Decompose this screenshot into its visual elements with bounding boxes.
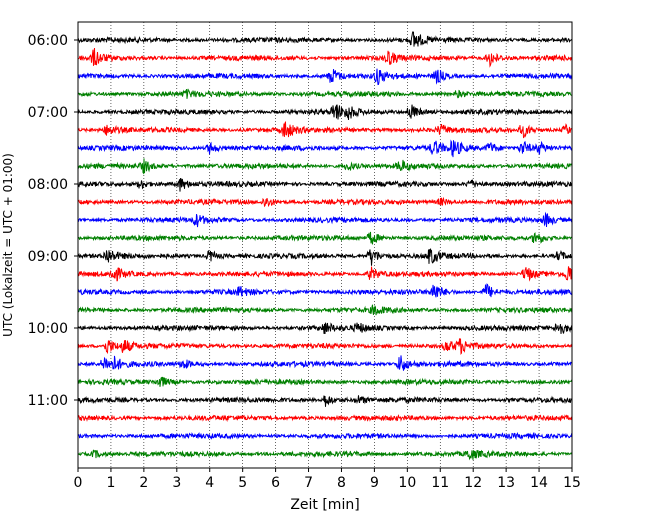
x-tick-label-10: 10 xyxy=(398,475,416,491)
trace-0815 xyxy=(77,196,573,208)
trace-1145 xyxy=(77,449,573,461)
trace-0745 xyxy=(77,158,573,175)
trace-0830 xyxy=(77,211,573,228)
trace-0615 xyxy=(77,47,573,68)
x-tick-label-1: 1 xyxy=(106,475,115,491)
y-axis: 06:00 07:00 08:00 09:00 10:00 11:00 xyxy=(28,33,78,409)
trace-1045 xyxy=(77,376,573,387)
y-tick-label-0: 06:00 xyxy=(28,33,68,49)
trace-1130 xyxy=(77,431,573,441)
y-tick-label-5: 11:00 xyxy=(28,393,68,409)
x-tick-label-14: 14 xyxy=(530,475,548,491)
trace-1000 xyxy=(77,322,573,335)
trace-0930 xyxy=(77,283,573,298)
trace-0700 xyxy=(77,104,573,120)
trace-0600 xyxy=(77,30,573,47)
x-tick-label-7: 7 xyxy=(304,475,313,491)
x-tick-label-13: 13 xyxy=(497,475,515,491)
trace-0845 xyxy=(77,231,573,245)
x-tick-label-15: 15 xyxy=(563,475,581,491)
trace-0730 xyxy=(77,139,573,158)
x-tick-label-9: 9 xyxy=(370,475,379,491)
x-tick-label-8: 8 xyxy=(337,475,346,491)
trace-1115 xyxy=(77,414,573,423)
x-tick-label-5: 5 xyxy=(238,475,247,491)
grid-lines xyxy=(110,22,540,468)
x-tick-label-0: 0 xyxy=(74,475,83,491)
trace-0645 xyxy=(77,88,573,99)
trace-0800 xyxy=(77,177,573,192)
y-tick-label-1: 07:00 xyxy=(28,105,68,121)
x-tick-label-4: 4 xyxy=(205,475,214,491)
trace-0900 xyxy=(77,248,573,266)
x-tick-label-2: 2 xyxy=(139,475,148,491)
y-tick-label-4: 10:00 xyxy=(28,321,68,337)
x-axis-label: Zeit [min] xyxy=(290,497,359,513)
x-tick-label-12: 12 xyxy=(464,475,482,491)
trace-0715 xyxy=(77,120,573,139)
plot-frame xyxy=(77,21,573,469)
trace-group xyxy=(77,30,573,461)
y-tick-label-3: 09:00 xyxy=(28,249,68,265)
trace-1015 xyxy=(77,338,573,356)
x-tick-label-3: 3 xyxy=(172,475,181,491)
trace-0915 xyxy=(77,266,573,282)
trace-0945 xyxy=(78,304,573,316)
x-tick-label-6: 6 xyxy=(271,475,280,491)
trace-0630 xyxy=(77,68,573,86)
trace-1030 xyxy=(77,355,573,371)
x-tick-label-11: 11 xyxy=(431,475,449,491)
y-axis-label: UTC (Lokalzeit = UTC + 01:00) xyxy=(1,153,15,337)
trace-1100 xyxy=(77,395,573,407)
y-tick-label-2: 08:00 xyxy=(28,177,68,193)
x-axis: 0 1 2 3 4 5 6 7 8 9 10 11 12 13 14 15 xyxy=(74,468,581,491)
